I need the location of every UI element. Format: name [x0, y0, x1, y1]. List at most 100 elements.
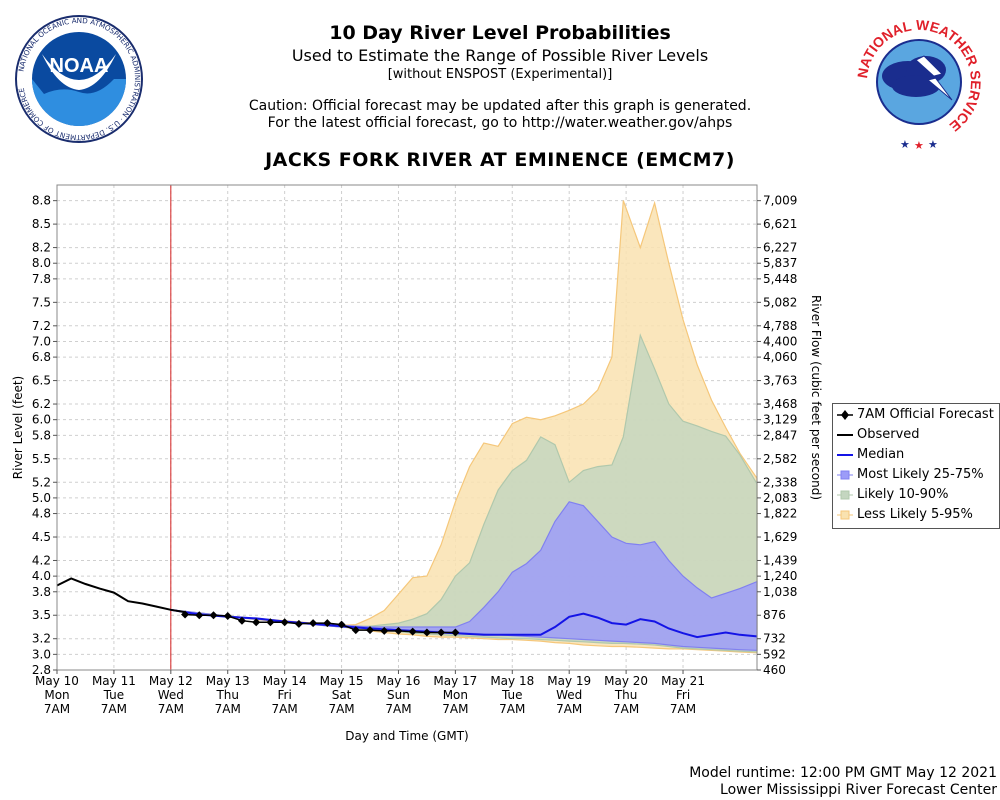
y2-tick-label: 5,082: [763, 295, 797, 309]
y-tick-label: 4.8: [32, 507, 51, 521]
y-tick-label: 8.2: [32, 241, 51, 255]
y-tick-label: 3.5: [32, 608, 51, 622]
y-tick-label: 6.8: [32, 350, 51, 364]
y-tick-label: 8.8: [32, 194, 51, 208]
y-tick-label: 7.5: [32, 295, 51, 309]
x-tick-label: Wed: [158, 688, 184, 702]
nws-logo-star-right: ★: [928, 138, 938, 151]
x-tick-label: 7AM: [556, 702, 582, 716]
y2-tick-label: 1,822: [763, 507, 797, 521]
forecast-point: [366, 626, 375, 635]
x-tick-label: May 12: [149, 674, 193, 688]
forecast-point: [181, 610, 190, 619]
y-tick-label: 7.2: [32, 319, 51, 333]
y-tick-label: 6.2: [32, 397, 51, 411]
forecast-point: [408, 627, 417, 636]
legend-item-10-90: Likely 10-90%: [837, 486, 948, 504]
x-tick-label: May 21: [661, 674, 705, 688]
forecast-point: [323, 619, 332, 628]
y2-tick-label: 3,129: [763, 413, 797, 427]
y-tick-label: 7.8: [32, 272, 51, 286]
y2-tick-label: 4,400: [763, 334, 797, 348]
y2-tick-label: 876: [763, 608, 786, 622]
forecast-point: [280, 618, 289, 627]
x-tick-label: May 16: [377, 674, 421, 688]
x-tick-label: 7AM: [670, 702, 696, 716]
noaa-logo: NOAA NATIONAL OCEANIC AND ATMOSPHERIC AD…: [14, 14, 144, 144]
plot-border: [56, 184, 758, 671]
y2-tick-label: 5,448: [763, 272, 797, 286]
forecast-point: [209, 611, 218, 620]
y2-tick-label: 1,038: [763, 585, 797, 599]
observed-line: [56, 577, 186, 614]
forecast-point: [294, 619, 303, 628]
forecast-point: [422, 628, 431, 637]
legend-label: Most Likely 25-75%: [857, 467, 984, 482]
x-tick-label: 7AM: [272, 702, 298, 716]
y-tick-label: 4.0: [32, 569, 51, 583]
y2-tick-label: 1,240: [763, 569, 797, 583]
x-tick-label: May 10: [35, 674, 79, 688]
line-swatch-icon: [837, 429, 853, 441]
band-swatch-icon: [837, 509, 853, 521]
line-swatch-icon: [837, 449, 853, 461]
x-tick-label: May 13: [206, 674, 250, 688]
x-tick-label: Fri: [277, 688, 291, 702]
forecast-point: [266, 618, 275, 627]
nws-logo-star-center: ★: [914, 139, 924, 152]
nws-logo-stars: ★: [900, 138, 910, 151]
x-axis-title: Day and Time (GMT): [345, 729, 468, 743]
y-tick-label: 7.0: [32, 334, 51, 348]
legend-label: 7AM Official Forecast: [857, 407, 994, 422]
x-tick-label: May 18: [490, 674, 534, 688]
x-tick-label: Thu: [614, 688, 638, 702]
forecast-center: Lower Mississippi River Forecast Center: [720, 782, 997, 798]
y2-tick-label: 7,009: [763, 194, 797, 208]
y2-tick-label: 6,227: [763, 241, 797, 255]
y2-tick-label: 2,083: [763, 491, 797, 505]
forecast-point: [309, 619, 318, 628]
x-tick-label: 7AM: [442, 702, 468, 716]
legend-item-5-95: Less Likely 5-95%: [837, 506, 973, 524]
chart-title: 10 Day River Level Probabilities: [329, 22, 671, 44]
caution-text-line2: For the latest official forecast, go to …: [267, 115, 733, 131]
y-tick-label: 6.5: [32, 374, 51, 388]
chart-subtitle: Used to Estimate the Range of Possible R…: [291, 46, 709, 65]
legend-label: Less Likely 5-95%: [857, 507, 973, 522]
x-tick-label: May 17: [433, 674, 477, 688]
x-tick-label: Fri: [676, 688, 690, 702]
nws-logo: NATIONAL WEATHER SERVICE ★ ★ ★: [854, 12, 984, 152]
y2-tick-label: 1,629: [763, 530, 797, 544]
y2-axis-title: River Flow (cubic feet per second): [809, 295, 823, 500]
forecast-point: [195, 611, 204, 620]
y-tick-label: 3.8: [32, 585, 51, 599]
forecast-point: [337, 620, 346, 629]
forecast-point: [252, 618, 261, 627]
caution-text-line1: Caution: Official forecast may be update…: [248, 98, 752, 114]
y2-tick-label: 732: [763, 632, 786, 646]
chart-note: [without ENSPOST (Experimental)]: [387, 67, 613, 82]
y-axis-title: River Level (feet): [11, 376, 25, 479]
x-tick-label: 7AM: [328, 702, 354, 716]
y2-tick-label: 4,060: [763, 350, 797, 364]
forecast-markers: [181, 610, 460, 637]
y2-tick-label: 3,468: [763, 397, 797, 411]
station-name: JACKS FORK RIVER AT EMINENCE (EMCM7): [265, 149, 735, 171]
y2-tick-label: 3,763: [763, 374, 797, 388]
forecast-point: [351, 626, 360, 635]
legend-item-official-forecast: 7AM Official Forecast: [837, 406, 994, 424]
x-tick-label: Sat: [332, 688, 352, 702]
x-tick-label: May 19: [547, 674, 591, 688]
forecast-point: [223, 612, 232, 621]
y-axis-ticks: 2.83.03.23.53.84.04.24.54.85.05.25.55.86…: [32, 194, 57, 677]
y2-tick-label: 2,338: [763, 475, 797, 489]
forecast-point: [394, 626, 403, 635]
forecast-point: [451, 628, 460, 637]
y-tick-label: 3.2: [32, 632, 51, 646]
legend-item-median: Median: [837, 446, 904, 464]
legend-item-25-75: Most Likely 25-75%: [837, 466, 984, 484]
y-tick-label: 4.5: [32, 530, 51, 544]
plot-frame: [56, 184, 758, 671]
